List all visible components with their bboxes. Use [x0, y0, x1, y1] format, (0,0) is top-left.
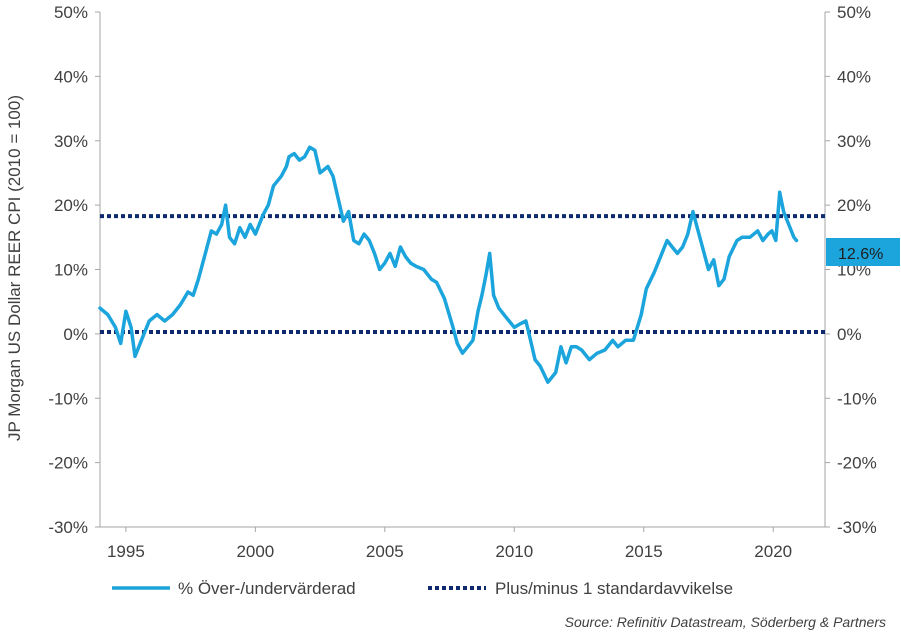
y-tick-label-right: 40%: [837, 67, 871, 86]
y-tick-label-left: 40%: [54, 67, 88, 86]
legend-label-std-dev: Plus/minus 1 standardavvikelse: [495, 579, 733, 598]
x-tick-label: 2005: [366, 542, 404, 561]
x-tick-label: 2015: [625, 542, 663, 561]
std-dev-band-lines: [100, 214, 825, 334]
x-tick-label: 2020: [754, 542, 792, 561]
y-tick-label-left: 20%: [54, 196, 88, 215]
source-note: Source: Refinitiv Datastream, Söderberg …: [565, 614, 886, 630]
x-tick-label: 2010: [495, 542, 533, 561]
last-value-label: 12.6%: [838, 246, 883, 263]
y-axis-label: JP Morgan US Dollar REER CPI (2010 = 100…: [5, 95, 24, 441]
y-tick-label-left: -30%: [48, 518, 88, 537]
last-value-badge: 12.6%: [826, 238, 900, 266]
y-tick-label-right: -20%: [837, 454, 877, 473]
overvaluation-line: [98, 145, 799, 384]
y-ticks-right: -30%-20%-10%0%10%20%30%40%50%: [825, 3, 877, 537]
y-tick-label-right: 0%: [837, 325, 862, 344]
x-tick-label: 2000: [236, 542, 274, 561]
y-tick-label-right: -30%: [837, 518, 877, 537]
y-tick-label-left: 10%: [54, 261, 88, 280]
y-tick-label-left: 30%: [54, 132, 88, 151]
y-tick-label-right: 30%: [837, 132, 871, 151]
y-ticks-left: -30% -20% -10% 0% 10% 20% 30% 40% 50%: [48, 3, 100, 537]
legend-label-overvaluation: % Över-/undervärderad: [178, 579, 356, 598]
y-tick-label-left: -20%: [48, 454, 88, 473]
y-tick-label-left: -10%: [48, 389, 88, 408]
y-tick-label-right: 20%: [837, 196, 871, 215]
last-value-badge-box: [826, 238, 900, 266]
y-tick-label-right: 50%: [837, 3, 871, 22]
y-tick-label-right: -10%: [837, 389, 877, 408]
y-tick-label-left: 0%: [63, 325, 88, 344]
y-tick-label-left: 50%: [54, 3, 88, 22]
x-ticks: 1995 2000 2005 2010 2015 2020: [107, 527, 792, 561]
x-tick-label: 1995: [107, 542, 145, 561]
legend: % Över-/undervärderad Plus/minus 1 stand…: [112, 579, 733, 598]
